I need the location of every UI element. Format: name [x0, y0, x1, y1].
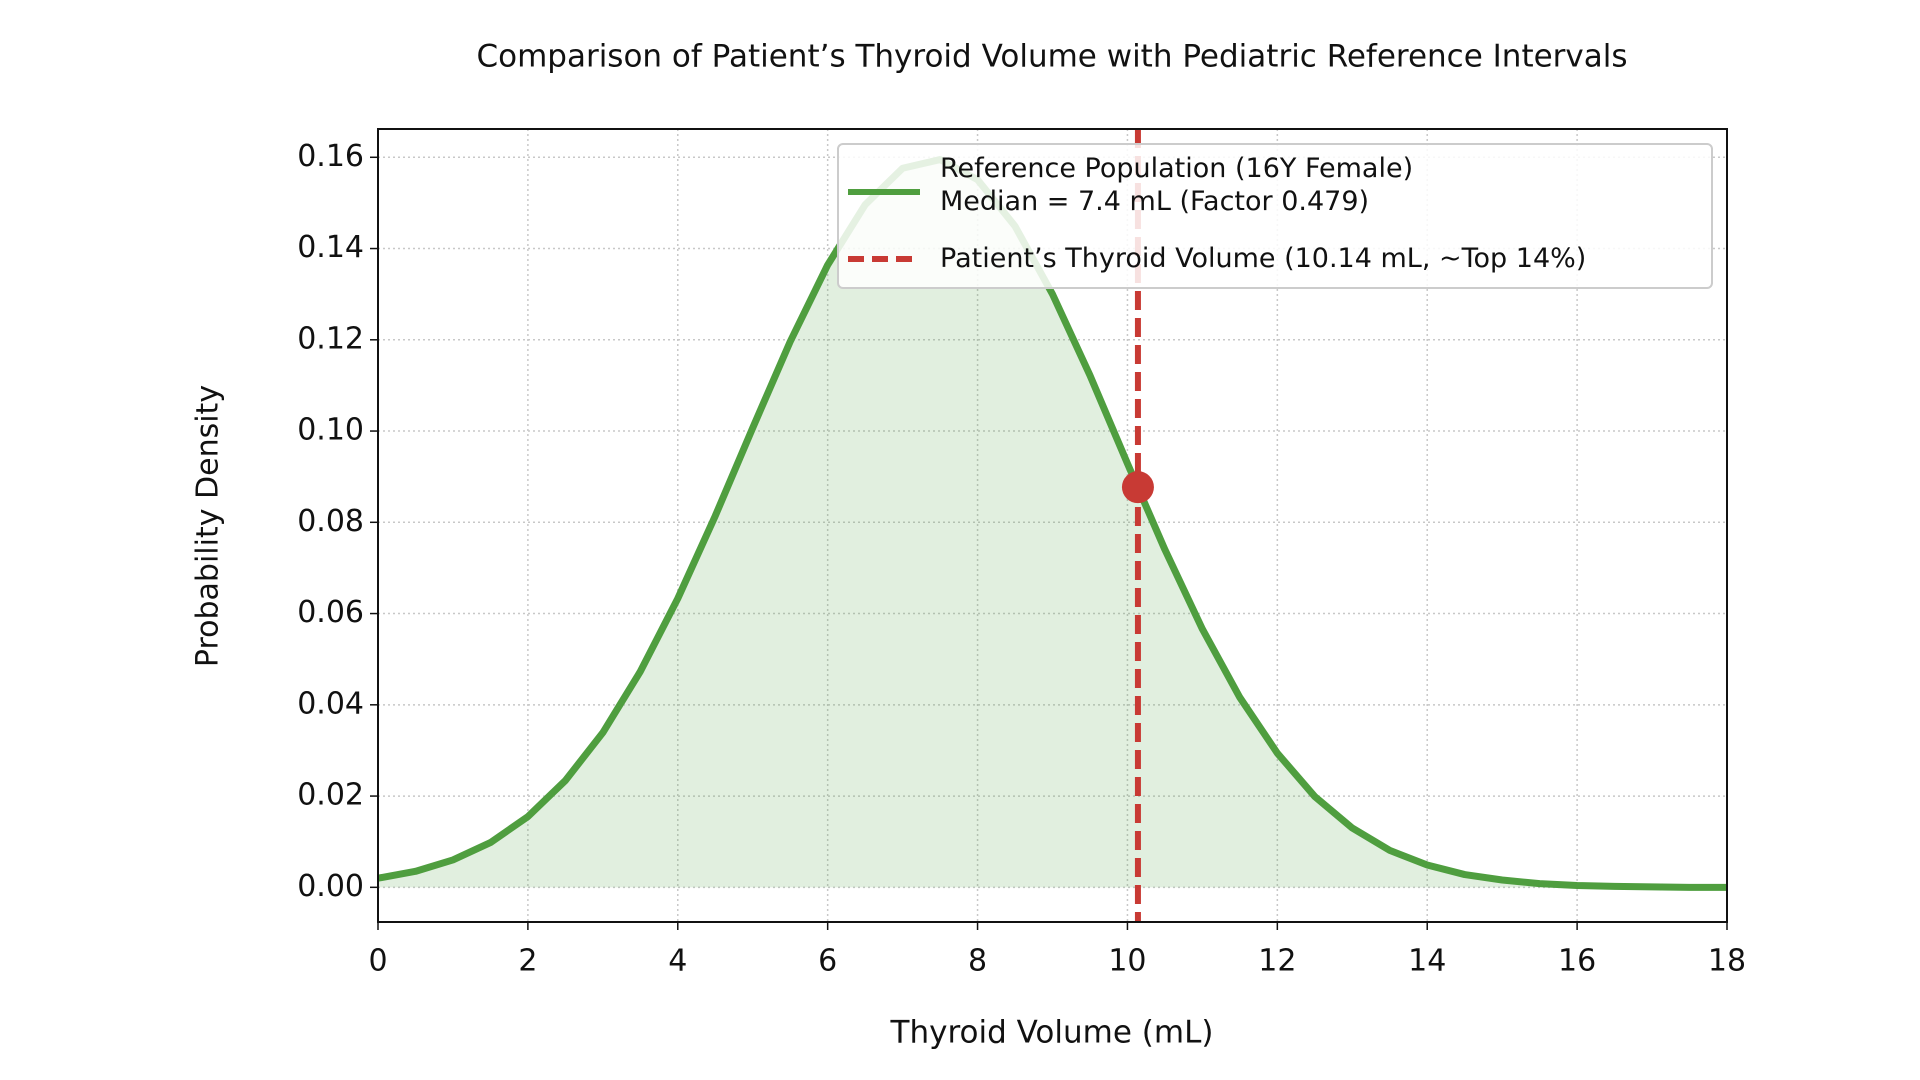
y-tick-label: 0.06: [297, 595, 364, 630]
plot-frame: [377, 128, 1728, 923]
x-tick-label: 0: [368, 944, 387, 979]
legend-label: Patient’s Thyroid Volume (10.14 mL, ~Top…: [940, 243, 1587, 274]
x-tick-label: 10: [1108, 944, 1146, 979]
chart-title: Comparison of Patient’s Thyroid Volume w…: [476, 39, 1627, 75]
line: [377, 156, 1727, 891]
legend-label: Reference Population (16Y Female) Median…: [940, 153, 1414, 217]
y-tick-label: 0.10: [297, 413, 364, 448]
x-tick-label: 12: [1258, 944, 1296, 979]
x-tick-label: 4: [668, 944, 687, 979]
x-tick-label: 14: [1408, 944, 1446, 979]
y-tick-label: 0.16: [297, 139, 364, 174]
y-tick-label: 0.12: [297, 321, 364, 356]
y-tick-label: 0.04: [297, 686, 364, 721]
x-tick-label: 18: [1708, 944, 1746, 979]
y-axis-label: Probability Density: [191, 385, 226, 667]
y-tick-label: 0.08: [297, 504, 364, 539]
legend-box: [837, 143, 1713, 289]
x-axis-label: Thyroid Volume (mL): [890, 1015, 1214, 1051]
y-tick-label: 0.14: [297, 230, 364, 265]
x-tick-label: 16: [1558, 944, 1596, 979]
x-tick-label: 8: [968, 944, 987, 979]
y-tick-label: 0.00: [297, 869, 364, 904]
x-tick-label: 2: [518, 944, 537, 979]
marker-point: [1121, 471, 1154, 504]
x-tick-label: 6: [818, 944, 837, 979]
y-tick-label: 0.02: [297, 778, 364, 813]
area: [378, 159, 1727, 888]
